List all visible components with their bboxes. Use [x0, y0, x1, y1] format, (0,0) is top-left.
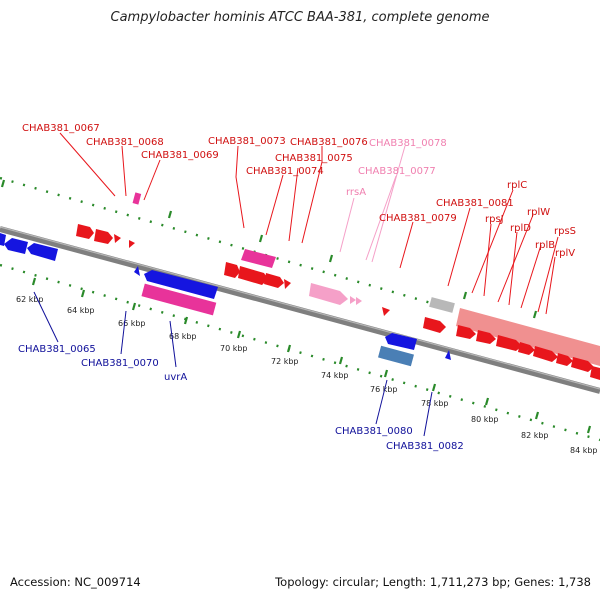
gene-0068b[interactable]	[114, 234, 121, 243]
accession-text: Accession: NC_009714	[10, 575, 141, 589]
tick-68kbp: 68 kbp	[169, 332, 197, 341]
inner-major-ticks	[31, 277, 592, 434]
tick-66kbp: 66 kbp	[118, 319, 146, 328]
label-chab381-0080: CHAB381_0080	[335, 426, 413, 437]
label-chab381-0067: CHAB381_0067	[22, 123, 100, 134]
label-rplV: rplV	[555, 248, 575, 259]
label-chab381-0077: CHAB381_0077	[358, 166, 436, 177]
rplC-gene[interactable]	[456, 325, 476, 339]
tick-labels: 62 kbp 64 kbp 66 kbp 68 kbp 70 kbp 72 kb…	[16, 295, 598, 455]
label-chab381-0081: CHAB381_0081	[436, 198, 514, 209]
gene-0081[interactable]	[423, 317, 446, 333]
label-chab381-0078: CHAB381_0078	[369, 138, 447, 149]
tick-72kbp: 72 kbp	[271, 357, 299, 366]
backbone	[0, 226, 600, 394]
gene-0067[interactable]	[76, 224, 94, 239]
leader-lines-reverse	[33, 291, 433, 437]
label-chab381-0076: CHAB381_0076	[290, 137, 368, 148]
inner-tick-ring	[0, 263, 600, 442]
outer-tick-ring	[0, 176, 600, 354]
rrna-0077[interactable]	[350, 296, 356, 304]
uvrA-gene[interactable]	[144, 270, 218, 299]
gene-0075b[interactable]	[264, 273, 284, 288]
tick-70kbp: 70 kbp	[220, 344, 248, 353]
gene-0076[interactable]	[284, 279, 291, 289]
label-chab381-0075: CHAB381_0075	[275, 153, 353, 164]
gene-0082-marker[interactable]	[445, 350, 451, 360]
rrsA-rrna[interactable]	[309, 283, 348, 305]
tick-80kbp: 80 kbp	[471, 415, 499, 424]
leader-lines-forward	[59, 132, 559, 315]
tick-78kbp: 78 kbp	[421, 399, 449, 408]
gene-0065[interactable]	[4, 238, 28, 254]
gene-0065b[interactable]	[27, 243, 58, 261]
leader-lines-rrna	[339, 145, 406, 263]
forward-features[interactable]	[76, 192, 600, 380]
tick-64kbp: 64 kbp	[67, 306, 95, 315]
label-chab381-0082: CHAB381_0082	[386, 441, 464, 452]
rrna-labels: CHAB381_0078 CHAB381_0077 rrsA	[346, 138, 447, 198]
genome-info-text: Topology: circular; Length: 1,711,273 bp…	[275, 575, 591, 589]
map-title: Campylobacter hominis ATCC BAA-381, comp…	[110, 10, 490, 25]
rplD-gene[interactable]	[518, 342, 535, 355]
label-rplW: rplW	[527, 207, 550, 218]
reverse-labels: CHAB381_0065 CHAB381_0070 uvrA CHAB381_0…	[18, 344, 464, 452]
gene-0080-steel[interactable]	[378, 345, 414, 367]
reverse-features[interactable]	[0, 233, 451, 367]
rplW-gene[interactable]	[496, 335, 522, 351]
tick-74kbp: 74 kbp	[321, 371, 349, 380]
next-gene[interactable]	[590, 366, 600, 380]
label-chab381-0073: CHAB381_0073	[208, 136, 286, 147]
label-chab381-0074: CHAB381_0074	[246, 166, 324, 177]
gene-0068-pink[interactable]	[132, 192, 142, 205]
gene-0070-marker[interactable]	[134, 266, 140, 276]
label-rplC: rplC	[507, 180, 527, 191]
label-chab381-0070: CHAB381_0070	[81, 358, 159, 369]
gene-0073[interactable]	[241, 249, 276, 268]
label-uvrA: uvrA	[164, 372, 187, 383]
tick-76kbp: 76 kbp	[370, 385, 398, 394]
gene-0065-left[interactable]	[0, 233, 6, 246]
rplV-gene[interactable]	[571, 357, 594, 372]
label-chab381-0068: CHAB381_0068	[86, 137, 164, 148]
rrna-0078[interactable]	[356, 297, 362, 305]
gene-0074[interactable]	[224, 262, 240, 278]
backbone-highlight	[0, 226, 600, 390]
forward-labels: CHAB381_0067 CHAB381_0068 CHAB381_0069 C…	[22, 123, 576, 259]
gene-0079[interactable]	[382, 307, 390, 316]
label-chab381-0069: CHAB381_0069	[141, 150, 219, 161]
rpsJ-gene[interactable]	[476, 330, 496, 344]
outer-major-ticks	[0, 179, 538, 319]
label-rpsS: rpsS	[554, 226, 576, 237]
tick-62kbp: 62 kbp	[16, 295, 44, 304]
label-rrsA: rrsA	[346, 187, 366, 198]
rplB-gene[interactable]	[533, 346, 558, 362]
label-rplB: rplB	[535, 240, 555, 251]
tick-82kbp: 82 kbp	[521, 431, 549, 440]
ribosomal-operon-block[interactable]	[456, 308, 600, 366]
gene-0081-grey[interactable]	[429, 297, 455, 313]
gene-0068[interactable]	[94, 229, 113, 244]
rpsS-gene[interactable]	[556, 353, 573, 366]
label-rpsJ: rpsJ	[485, 214, 504, 225]
label-chab381-0065: CHAB381_0065	[18, 344, 96, 355]
label-rplD: rplD	[510, 223, 531, 234]
gene-0069[interactable]	[129, 240, 135, 248]
gene-0075[interactable]	[238, 266, 268, 285]
gene-0070-pink[interactable]	[141, 283, 217, 316]
tick-84kbp: 84 kbp	[570, 446, 598, 455]
label-chab381-0079: CHAB381_0079	[379, 213, 457, 224]
gene-0080[interactable]	[385, 333, 417, 350]
